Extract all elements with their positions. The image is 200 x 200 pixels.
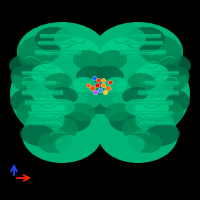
Ellipse shape	[26, 78, 58, 98]
Point	[108, 80, 112, 84]
Ellipse shape	[86, 50, 190, 140]
Ellipse shape	[10, 50, 114, 140]
Point	[86, 83, 90, 87]
Ellipse shape	[20, 124, 56, 146]
Ellipse shape	[52, 87, 78, 103]
Ellipse shape	[42, 116, 78, 140]
Ellipse shape	[25, 109, 65, 135]
Ellipse shape	[9, 54, 41, 76]
Ellipse shape	[96, 66, 124, 84]
Ellipse shape	[109, 112, 141, 132]
Ellipse shape	[35, 27, 75, 53]
Ellipse shape	[44, 73, 72, 91]
Ellipse shape	[75, 91, 101, 109]
Ellipse shape	[86, 96, 114, 114]
Ellipse shape	[122, 87, 148, 103]
Point	[103, 90, 107, 94]
Ellipse shape	[159, 54, 191, 76]
Point	[101, 78, 105, 82]
Ellipse shape	[10, 88, 46, 112]
Ellipse shape	[128, 73, 156, 91]
Ellipse shape	[110, 26, 146, 50]
Ellipse shape	[73, 50, 103, 70]
Ellipse shape	[135, 97, 169, 119]
Ellipse shape	[76, 66, 104, 84]
Ellipse shape	[32, 83, 68, 107]
Point	[96, 78, 100, 82]
Ellipse shape	[125, 27, 165, 53]
Point	[101, 83, 105, 87]
Ellipse shape	[31, 64, 65, 86]
Ellipse shape	[132, 83, 168, 107]
Ellipse shape	[18, 35, 62, 65]
Ellipse shape	[100, 38, 140, 62]
Ellipse shape	[59, 112, 91, 132]
Ellipse shape	[68, 103, 96, 121]
Ellipse shape	[16, 100, 60, 130]
Ellipse shape	[151, 65, 189, 95]
Point	[106, 86, 110, 90]
Ellipse shape	[122, 116, 158, 140]
Ellipse shape	[115, 135, 145, 155]
Ellipse shape	[31, 97, 65, 119]
Ellipse shape	[93, 22, 183, 82]
Ellipse shape	[135, 64, 169, 86]
Ellipse shape	[140, 100, 184, 130]
Point	[95, 83, 99, 87]
Ellipse shape	[97, 50, 127, 70]
Ellipse shape	[17, 22, 107, 82]
Ellipse shape	[144, 124, 180, 146]
Point	[90, 86, 94, 90]
Ellipse shape	[142, 78, 174, 98]
Ellipse shape	[22, 107, 102, 163]
Ellipse shape	[128, 131, 162, 153]
Ellipse shape	[135, 109, 175, 135]
Ellipse shape	[60, 38, 100, 62]
Ellipse shape	[82, 78, 118, 102]
Ellipse shape	[154, 88, 190, 112]
Ellipse shape	[55, 135, 85, 155]
Ellipse shape	[11, 65, 49, 95]
Point	[93, 90, 97, 94]
Ellipse shape	[104, 103, 132, 121]
Point	[92, 76, 96, 80]
Ellipse shape	[86, 66, 114, 84]
Ellipse shape	[38, 131, 72, 153]
Ellipse shape	[98, 107, 178, 163]
Ellipse shape	[103, 77, 127, 93]
Ellipse shape	[57, 53, 93, 77]
Ellipse shape	[99, 91, 125, 109]
Ellipse shape	[125, 99, 155, 117]
Ellipse shape	[54, 26, 90, 50]
Ellipse shape	[73, 77, 97, 93]
Ellipse shape	[138, 35, 182, 65]
Point	[98, 88, 102, 92]
Ellipse shape	[45, 99, 75, 117]
Ellipse shape	[107, 53, 143, 77]
